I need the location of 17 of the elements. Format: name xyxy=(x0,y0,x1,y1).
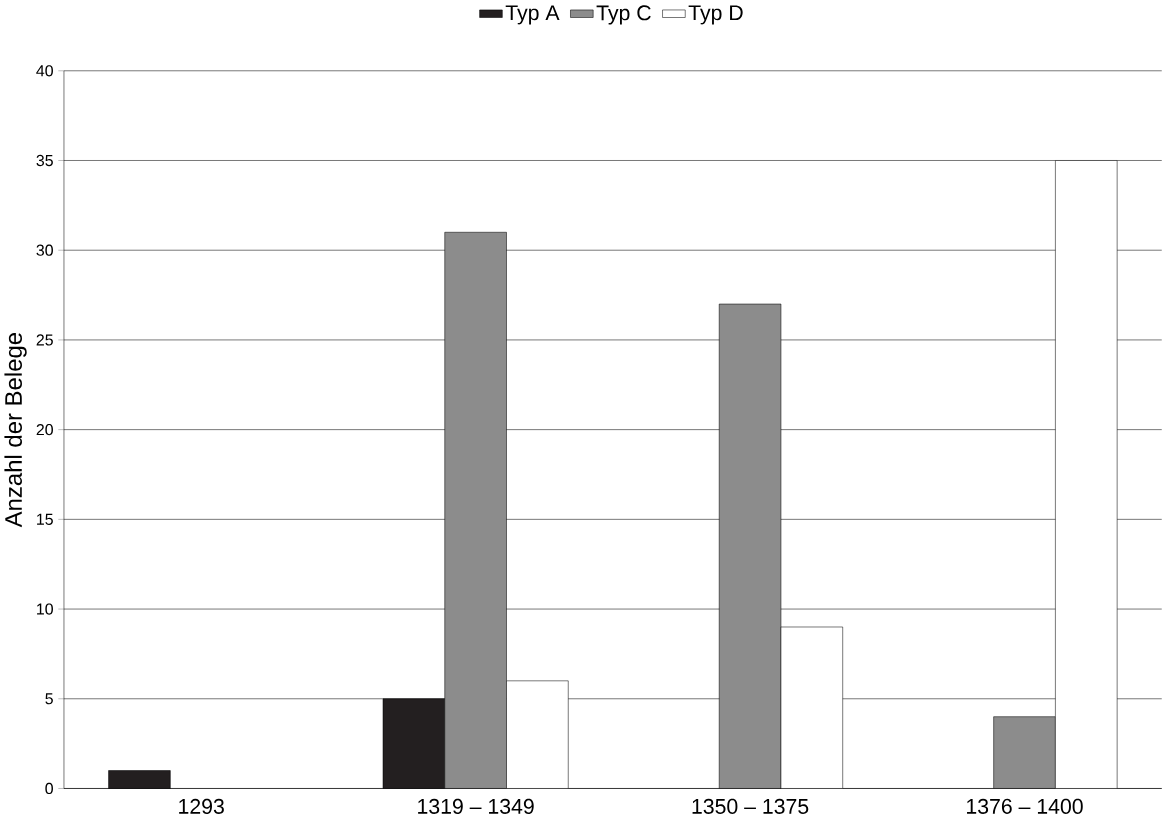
x-tick-label: 1350 – 1375 xyxy=(692,798,809,814)
y-tick-label: 0 xyxy=(45,782,53,794)
y-tick-label: 25 xyxy=(36,334,53,346)
x-tick-label: 1293 xyxy=(179,798,224,814)
y-axis-title: Anzahl der Belege xyxy=(4,332,27,528)
y-tick-label: 5 xyxy=(45,693,53,705)
legend-label: Typ C xyxy=(596,5,651,25)
y-tick-label: 10 xyxy=(37,603,53,615)
x-tick-label: 1319 – 1349 xyxy=(418,798,534,814)
y-tick-label: 15 xyxy=(37,513,53,525)
y-tick-label: 35 xyxy=(36,154,53,166)
y-tick-label: 40 xyxy=(36,64,53,77)
legend-label: Typ A xyxy=(505,5,560,25)
y-tick-label: 20 xyxy=(36,423,53,436)
y-tick-label: 30 xyxy=(36,244,53,256)
x-tick-label: 1376 – 1400 xyxy=(967,798,1083,814)
legend-label: Typ D xyxy=(688,5,743,25)
